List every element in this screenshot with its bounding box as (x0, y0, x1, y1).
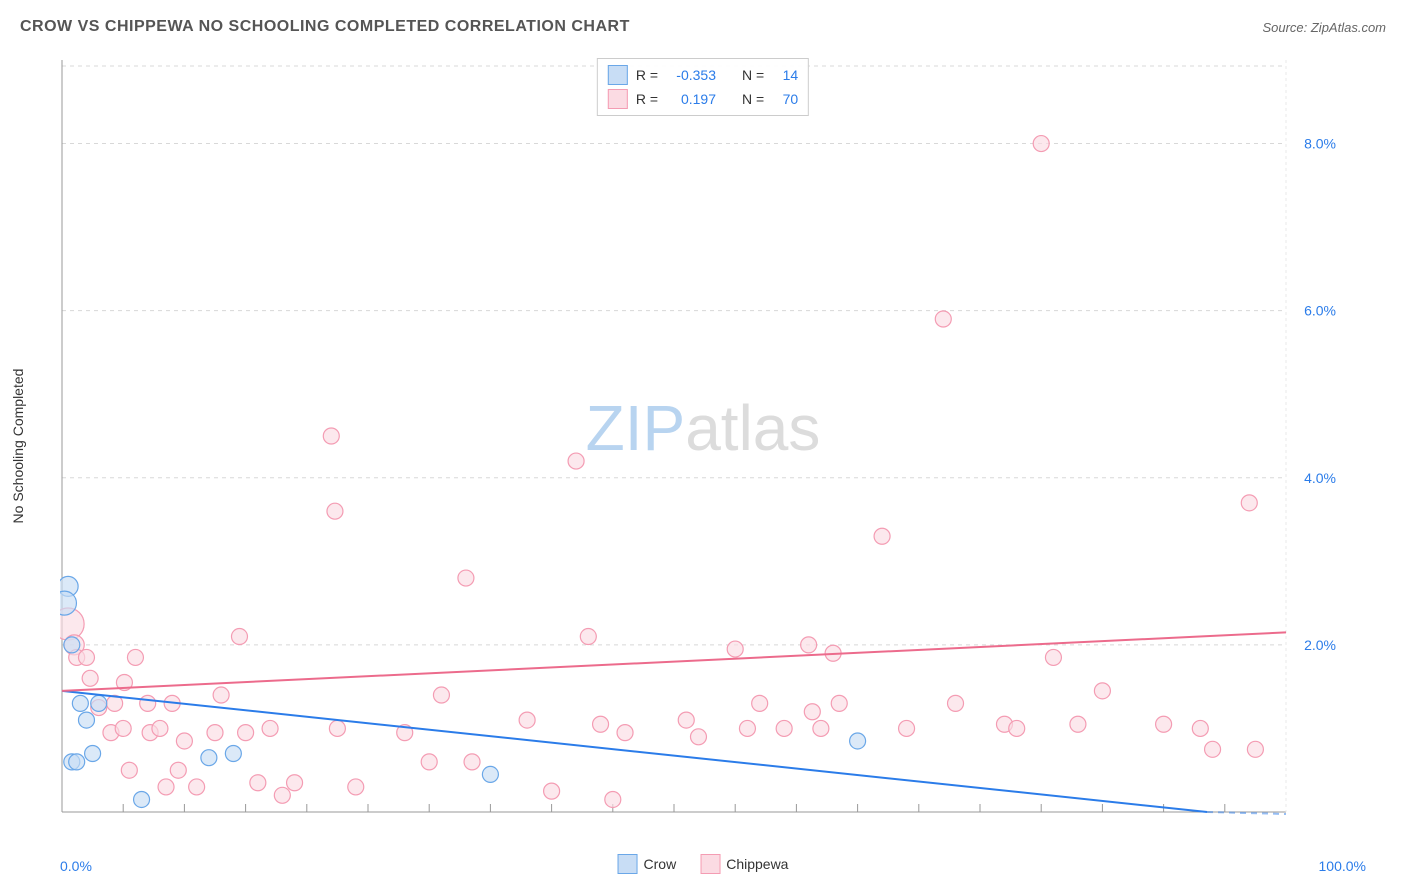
n-value: 14 (772, 67, 798, 83)
r-label: R = (636, 91, 658, 107)
n-label: N = (742, 67, 764, 83)
legend-swatch (700, 854, 720, 874)
r-value: -0.353 (666, 67, 716, 83)
y-axis-label: No Schooling Completed (10, 369, 26, 524)
r-label: R = (636, 67, 658, 83)
stats-row: R = -0.353 N = 14 (608, 63, 798, 87)
x-axis-min-label: 0.0% (60, 858, 92, 874)
legend-swatch (618, 854, 638, 874)
chart-title: CROW VS CHIPPEWA NO SCHOOLING COMPLETED … (20, 18, 630, 36)
legend-item: Crow (618, 854, 677, 874)
legend-label: Crow (644, 856, 677, 872)
svg-text:6.0%: 6.0% (1304, 303, 1336, 319)
series-swatch (608, 65, 628, 85)
source-attribution: Source: ZipAtlas.com (1262, 20, 1386, 35)
series-swatch (608, 89, 628, 109)
chart-header: CROW VS CHIPPEWA NO SCHOOLING COMPLETED … (20, 12, 1386, 42)
svg-text:2.0%: 2.0% (1304, 637, 1336, 653)
legend-label: Chippewa (726, 856, 788, 872)
n-label: N = (742, 91, 764, 107)
r-value: 0.197 (666, 91, 716, 107)
stats-row: R = 0.197 N = 70 (608, 87, 798, 111)
svg-text:8.0%: 8.0% (1304, 136, 1336, 152)
svg-text:4.0%: 4.0% (1304, 470, 1336, 486)
x-axis-max-label: 100.0% (1319, 858, 1366, 874)
legend-item: Chippewa (700, 854, 788, 874)
n-value: 70 (772, 91, 798, 107)
correlation-stats-box: R = -0.353 N = 14 R = 0.197 N = 70 (597, 58, 809, 116)
scatter-chart: 2.0% 4.0% 6.0% 8.0% (60, 50, 1346, 832)
series-legend: Crow Chippewa (618, 854, 789, 874)
